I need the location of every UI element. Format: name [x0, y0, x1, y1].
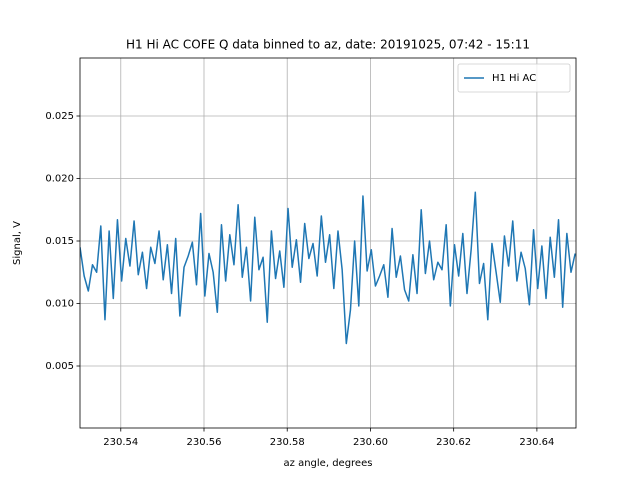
x-tick-label: 230.60: [353, 437, 388, 448]
y-tick-label: 0.025: [45, 111, 74, 122]
legend-box: [457, 63, 571, 93]
legend-label: H1 Hi AC: [492, 73, 536, 84]
x-tick-label: 230.56: [187, 437, 222, 448]
plot-frame: [79, 57, 577, 429]
x-tick-label: 230.54: [103, 437, 138, 448]
data-line: [80, 191, 576, 345]
x-tick-label: 230.62: [436, 437, 471, 448]
y-tick-label: 0.005: [45, 361, 74, 372]
x-tick-label: 230.58: [270, 437, 305, 448]
x-axis-label: az angle, degrees: [284, 458, 373, 469]
y-axis-label: Signal, V: [12, 221, 23, 265]
y-tick-label: 0.015: [45, 236, 74, 247]
x-tick-label: 230.64: [519, 437, 554, 448]
chart-title: H1 Hi AC COFE Q data binned to az, date:…: [126, 38, 530, 52]
y-tick-label: 0.020: [45, 174, 74, 185]
y-tick-label: 0.010: [45, 299, 74, 310]
